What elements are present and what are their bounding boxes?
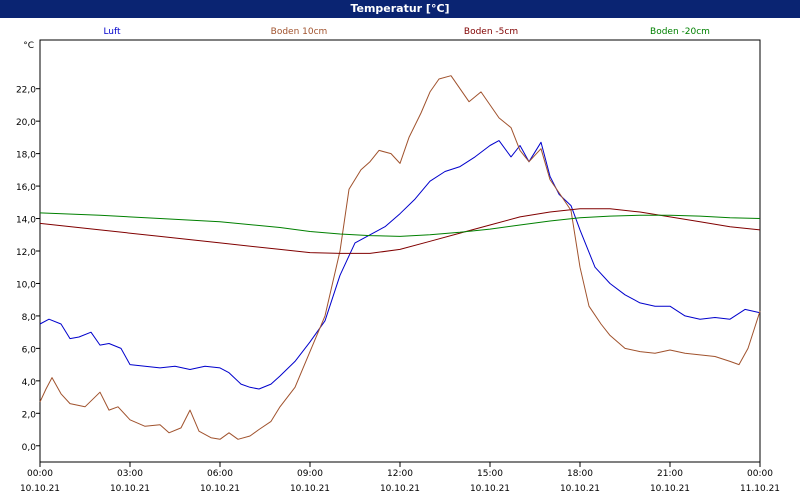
x-tick-label-time: 15:00 (477, 469, 503, 479)
x-tick-label-time: 21:00 (657, 469, 683, 479)
legend-entry: Boden 10cm (271, 27, 328, 37)
legend-entry: Boden -5cm (464, 27, 518, 37)
temperature-chart: 0,0 2,0 4,0 6,0 8,0 10,0 12,0 14,0 16,0 18,0 20,0 2… (16, 27, 780, 494)
x-tick-label-time: 03:00 (117, 469, 143, 479)
x-tick-label-time: 00:00 (27, 469, 53, 479)
series-line-luft (39, 140, 761, 390)
y-tick-label: 2,0 (22, 410, 37, 420)
series-line-boden-10cm (39, 75, 761, 440)
legend-entry: Luft (103, 27, 121, 37)
series-line-boden-20cm (39, 212, 761, 237)
x-tick-label-date: 10.10.21 (20, 484, 60, 494)
x-tick-label-date: 10.10.21 (470, 484, 510, 494)
y-tick-label: 12,0 (16, 248, 36, 258)
y-tick-label: 6,0 (22, 345, 37, 355)
y-tick-label: 4,0 (22, 378, 37, 388)
x-tick-label-date: 10.10.21 (110, 484, 150, 494)
x-tick-label-time: 18:00 (567, 469, 593, 479)
plot-frame (39, 39, 761, 463)
axes: 0,0 2,0 4,0 6,0 8,0 10,0 12,0 14,0 16,0 18,0 20,0 2… (16, 39, 780, 494)
x-tick-label-date: 10.10.21 (650, 484, 690, 494)
y-tick-label: 18,0 (16, 151, 36, 161)
x-tick-label-time: 00:00 (747, 469, 773, 479)
x-tick-label-date: 10.10.21 (290, 484, 330, 494)
x-tick-label-time: 12:00 (387, 469, 413, 479)
x-tick-label-date: 10.10.21 (560, 484, 600, 494)
y-tick-label: 16,0 (16, 183, 36, 193)
y-tick-label: 10,0 (16, 280, 36, 290)
y-tick-label: 14,0 (16, 216, 36, 226)
y-tick-label: 0,0 (22, 443, 37, 453)
x-tick-label-date: 11.10.21 (740, 484, 780, 494)
y-tick-label: 8,0 (22, 313, 37, 323)
x-tick-label-time: 06:00 (207, 469, 233, 479)
x-tick-label-date: 10.10.21 (380, 484, 420, 494)
x-tick-label-time: 09:00 (297, 469, 323, 479)
window-title: Temperatur [°C] (0, 0, 800, 18)
y-tick-label: 20,0 (16, 118, 36, 128)
y-tick-label: 22,0 (16, 86, 36, 96)
series-lines (39, 75, 761, 440)
legend: Luft Boden 10cm Boden -5cm Boden -20cm (103, 27, 710, 37)
legend-entry: Boden -20cm (650, 27, 710, 37)
x-tick-label-date: 10.10.21 (200, 484, 240, 494)
y-axis-unit-label: °C (23, 41, 34, 51)
